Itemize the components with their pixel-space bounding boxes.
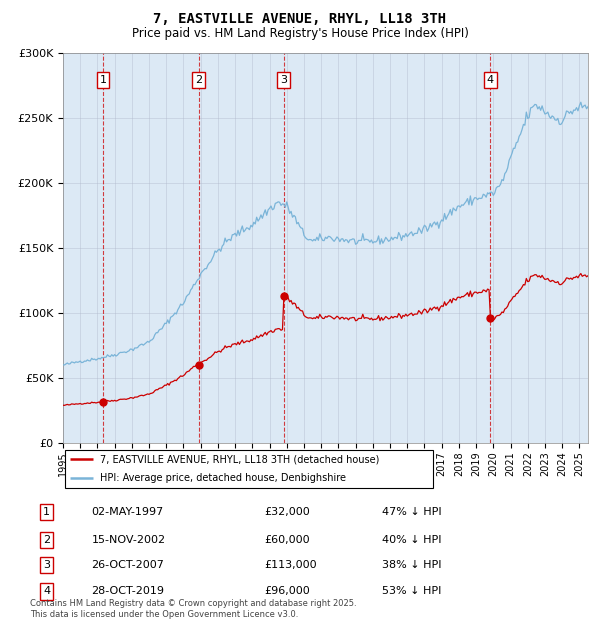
Text: 4: 4 xyxy=(487,75,494,85)
Text: 4: 4 xyxy=(43,587,50,596)
Text: 47% ↓ HPI: 47% ↓ HPI xyxy=(382,507,441,517)
Text: HPI: Average price, detached house, Denbighshire: HPI: Average price, detached house, Denb… xyxy=(100,474,346,484)
Text: £113,000: £113,000 xyxy=(265,560,317,570)
Text: 7, EASTVILLE AVENUE, RHYL, LL18 3TH (detached house): 7, EASTVILLE AVENUE, RHYL, LL18 3TH (det… xyxy=(100,454,380,464)
Text: 3: 3 xyxy=(280,75,287,85)
Text: £60,000: £60,000 xyxy=(265,535,310,545)
Text: £32,000: £32,000 xyxy=(265,507,310,517)
Text: Contains HM Land Registry data © Crown copyright and database right 2025.
This d: Contains HM Land Registry data © Crown c… xyxy=(30,600,356,619)
Text: 02-MAY-1997: 02-MAY-1997 xyxy=(91,507,164,517)
Text: 7, EASTVILLE AVENUE, RHYL, LL18 3TH: 7, EASTVILLE AVENUE, RHYL, LL18 3TH xyxy=(154,12,446,27)
Text: 1: 1 xyxy=(43,507,50,517)
Text: 40% ↓ HPI: 40% ↓ HPI xyxy=(382,535,441,545)
Text: 1: 1 xyxy=(100,75,107,85)
Text: £96,000: £96,000 xyxy=(265,587,310,596)
Text: 53% ↓ HPI: 53% ↓ HPI xyxy=(382,587,441,596)
Text: 3: 3 xyxy=(43,560,50,570)
Text: 28-OCT-2019: 28-OCT-2019 xyxy=(91,587,164,596)
FancyBboxPatch shape xyxy=(65,450,433,488)
Text: Price paid vs. HM Land Registry's House Price Index (HPI): Price paid vs. HM Land Registry's House … xyxy=(131,27,469,40)
Text: 2: 2 xyxy=(195,75,202,85)
Text: 26-OCT-2007: 26-OCT-2007 xyxy=(91,560,164,570)
Text: 15-NOV-2002: 15-NOV-2002 xyxy=(91,535,166,545)
Text: 2: 2 xyxy=(43,535,50,545)
Text: 38% ↓ HPI: 38% ↓ HPI xyxy=(382,560,441,570)
